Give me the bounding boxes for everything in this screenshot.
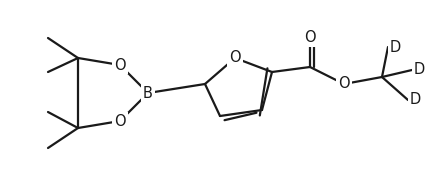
- Text: O: O: [114, 57, 126, 73]
- Text: O: O: [338, 77, 350, 91]
- Text: O: O: [229, 51, 241, 66]
- Text: O: O: [114, 114, 126, 128]
- Text: D: D: [389, 40, 400, 54]
- Text: O: O: [304, 30, 316, 45]
- Text: D: D: [413, 63, 425, 78]
- Text: B: B: [143, 86, 153, 101]
- Text: D: D: [409, 92, 421, 107]
